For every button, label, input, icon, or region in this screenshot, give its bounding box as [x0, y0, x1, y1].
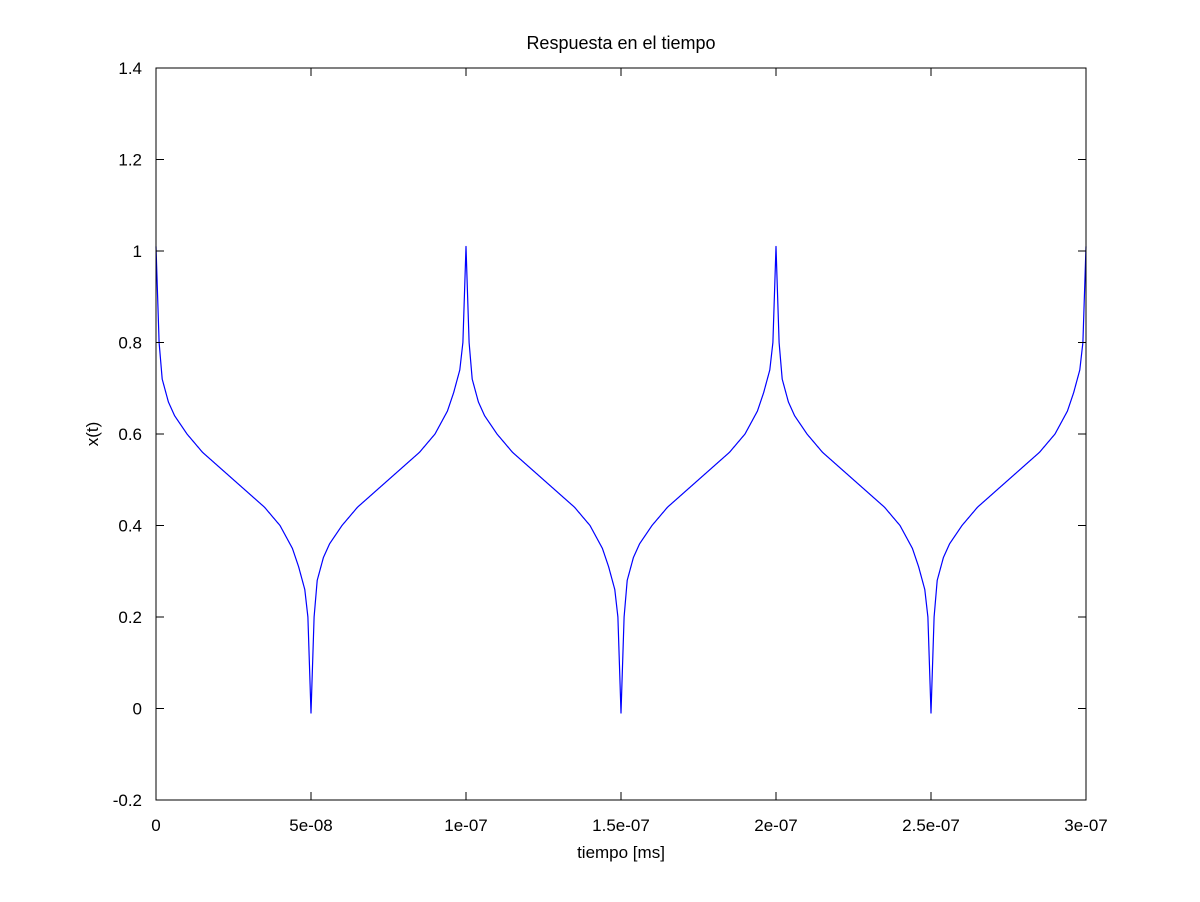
- series-line-x-of-t: [155, 245, 1087, 714]
- x-tick-label: 3e-07: [1064, 816, 1107, 835]
- y-tick-label: 0: [133, 700, 142, 719]
- x-tick-label: 5e-08: [289, 816, 332, 835]
- plot-area: [155, 245, 1087, 714]
- x-tick-label: 1e-07: [444, 816, 487, 835]
- x-axis-label: tiempo [ms]: [577, 843, 665, 862]
- y-tick-label: 0.8: [118, 334, 142, 353]
- x-tick-label: 2e-07: [754, 816, 797, 835]
- y-axis-label: x(t): [83, 422, 102, 447]
- y-tick-label: 0.2: [118, 608, 142, 627]
- y-axis: -0.2 0 0.2 0.4 0.6 0.8 1 1.2 1.4: [113, 59, 1086, 810]
- chart-title: Respuesta en el tiempo: [526, 33, 715, 53]
- y-tick-label: 0.6: [118, 425, 142, 444]
- x-tick-label: 1.5e-07: [592, 816, 650, 835]
- y-tick-label: 1: [133, 242, 142, 261]
- y-tick-label: 1.4: [118, 59, 142, 78]
- y-tick-label: 0.4: [118, 517, 142, 536]
- x-tick-label: 0: [151, 816, 160, 835]
- x-tick-label: 2.5e-07: [902, 816, 960, 835]
- y-tick-label: 1.2: [118, 151, 142, 170]
- y-tick-label: -0.2: [113, 791, 142, 810]
- x-axis: 0 5e-08 1e-07 1.5e-07 2e-07 2.5e-07 3e-07: [151, 68, 1108, 835]
